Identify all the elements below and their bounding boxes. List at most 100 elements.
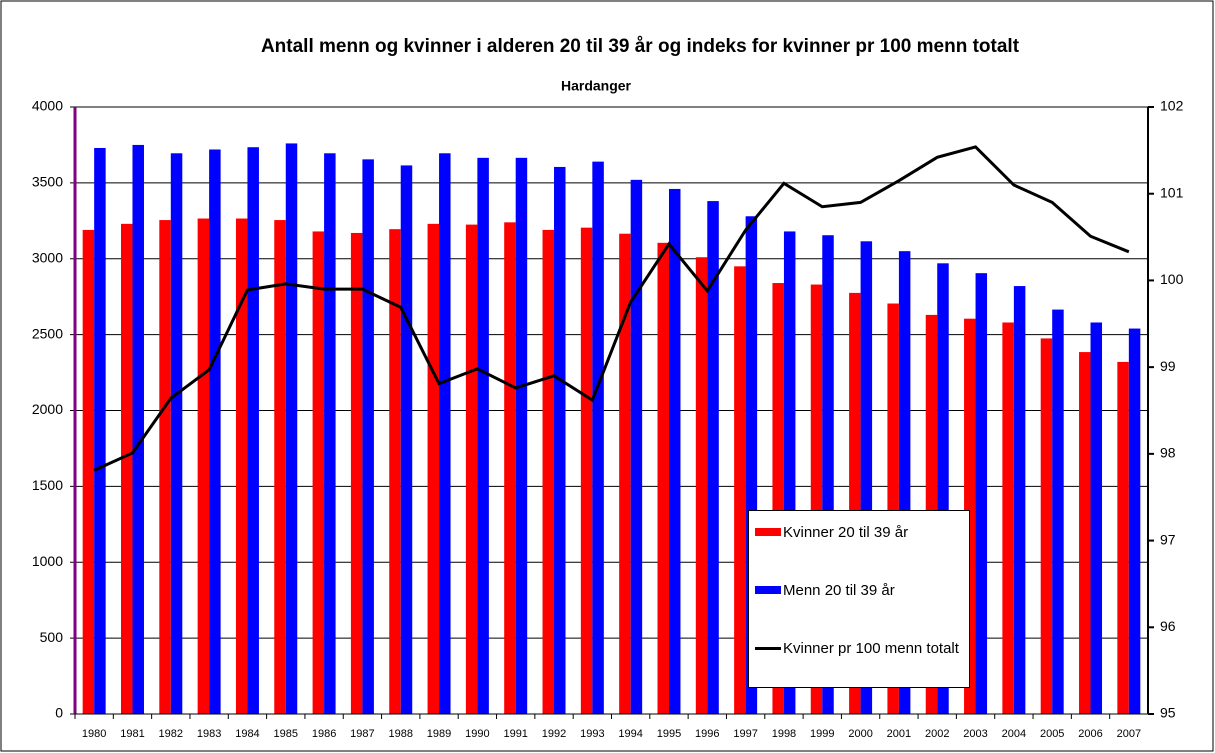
x-tick-label: 2004 (1002, 728, 1026, 740)
chart-subtitle: Hardanger (561, 78, 632, 94)
bar (515, 157, 528, 714)
x-tick-label: 1994 (618, 728, 642, 740)
x-tick-label: 1995 (657, 728, 681, 740)
bar (120, 223, 133, 714)
x-tick-label: 1991 (503, 728, 527, 740)
bar (235, 218, 248, 714)
x-tick-label: 2000 (848, 728, 872, 740)
bar (465, 224, 478, 714)
x-tick-label: 1997 (733, 728, 757, 740)
x-tick-label: 2002 (925, 728, 949, 740)
bar (504, 222, 516, 714)
x-tick-label: 2001 (887, 728, 911, 740)
legend-label: Kvinner 20 til 39 år (783, 524, 909, 541)
x-tick-label: 1990 (465, 728, 489, 740)
bar (159, 220, 171, 714)
bar (860, 241, 873, 714)
bar (1079, 352, 1091, 714)
x-tick-label: 1987 (350, 728, 374, 740)
x-tick-label: 2006 (1078, 728, 1102, 740)
legend-item: Kvinner pr 100 menn totalt (755, 639, 963, 658)
y2-tick-label: 100 (1160, 271, 1184, 287)
bar (362, 159, 374, 714)
bar (1052, 309, 1064, 714)
bar (592, 161, 604, 714)
y-tick-label: 2500 (32, 325, 63, 341)
bar (695, 257, 708, 714)
y2-tick-label: 96 (1160, 618, 1176, 634)
bar (312, 231, 325, 714)
x-tick-label: 2003 (963, 728, 987, 740)
bar (1002, 322, 1014, 714)
y2-tick-label: 97 (1160, 531, 1176, 547)
bar (975, 273, 988, 714)
line (93, 145, 1130, 472)
bar (630, 179, 643, 715)
bar (1117, 361, 1129, 714)
bar (389, 229, 401, 714)
bar (822, 235, 834, 714)
x-tick-label: 1988 (388, 728, 412, 740)
bar (1128, 328, 1141, 714)
bar (477, 157, 489, 714)
bar (745, 216, 758, 714)
x-tick-label: 1998 (772, 728, 796, 740)
y2-tick-label: 95 (1160, 705, 1176, 721)
bar (439, 153, 451, 714)
x-tick-label: 1980 (82, 728, 106, 740)
bar (427, 223, 440, 714)
x-tick-label: 1983 (197, 728, 221, 740)
legend: Kvinner 20 til 39 år Menn 20 til 39 år Kvi… (748, 510, 970, 688)
bar (1013, 286, 1026, 714)
bar (898, 251, 911, 714)
bar (247, 147, 259, 714)
chart-title: Antall menn og kvinner i alderen 20 til … (261, 36, 1020, 57)
x-tick-label: 1981 (120, 728, 144, 740)
bar (783, 231, 796, 714)
y-tick-label: 3500 (32, 174, 63, 190)
y-tick-label: 0 (55, 705, 63, 721)
bar (94, 147, 106, 714)
bar (209, 149, 221, 715)
legend-label: Menn 20 til 39 år (783, 582, 895, 599)
bar (657, 242, 669, 714)
y-tick-label: 1000 (32, 553, 63, 569)
y-tick-label: 4000 (32, 98, 63, 114)
y2-tick-label: 99 (1160, 358, 1176, 374)
bar (542, 229, 555, 715)
bar (324, 153, 336, 714)
x-tick-label: 1999 (810, 728, 834, 740)
bar (82, 229, 95, 715)
bar (554, 166, 566, 714)
legend-swatch (755, 528, 781, 536)
bar (887, 303, 899, 714)
y-tick-label: 500 (40, 629, 64, 645)
x-tick-label: 1996 (695, 728, 719, 740)
y-tick-label: 1500 (32, 477, 63, 493)
bar (772, 283, 784, 714)
bar (668, 188, 681, 714)
bar (197, 218, 210, 714)
y-tick-label: 3000 (32, 249, 63, 265)
y-tick-label: 2000 (32, 401, 63, 417)
bar (619, 233, 631, 714)
y2-tick-label: 98 (1160, 445, 1176, 461)
legend-swatch (755, 647, 781, 650)
legend-item: Kvinner 20 til 39 år (755, 523, 963, 542)
x-tick-label: 2005 (1040, 728, 1064, 740)
bar (734, 266, 746, 714)
y2-tick-label: 102 (1160, 98, 1184, 114)
bar (849, 292, 861, 714)
x-tick-label: 1989 (427, 728, 451, 740)
bar (400, 165, 413, 714)
bar (707, 201, 719, 714)
x-tick-label: 1985 (274, 728, 298, 740)
bar (170, 153, 183, 714)
legend-item: Menn 20 til 39 år (755, 581, 963, 600)
x-tick-label: 1993 (580, 728, 604, 740)
bar (1040, 338, 1053, 714)
legend-swatch (755, 586, 781, 594)
bar (132, 144, 144, 714)
